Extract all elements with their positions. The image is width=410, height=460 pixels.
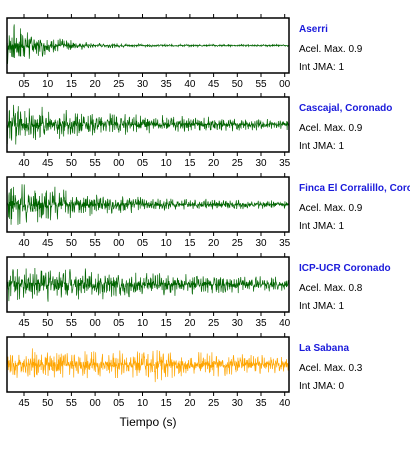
- x-tick-label: 20: [208, 238, 220, 249]
- x-tick-label: 05: [137, 238, 149, 249]
- jma-intensity-label: Int JMA: 1: [299, 221, 344, 232]
- station-name: Finca El Corralillo, Coronado: [299, 183, 410, 194]
- x-tick-label: 25: [208, 398, 220, 409]
- x-tick-label: 25: [232, 158, 244, 169]
- x-tick-label: 10: [161, 158, 173, 169]
- x-tick-label: 55: [66, 398, 78, 409]
- peak-acceleration-label: Acel. Max. 0.9: [299, 123, 363, 134]
- x-tick-label: 40: [184, 79, 196, 90]
- x-tick-label: 45: [42, 158, 54, 169]
- x-tick-label: 30: [232, 398, 244, 409]
- x-tick-label: 20: [184, 318, 196, 329]
- waveform-trace: [6, 104, 290, 145]
- station-name: Cascajal, Coronado: [299, 103, 392, 114]
- x-axis-label: Tiempo (s): [120, 415, 177, 429]
- x-tick-label: 15: [184, 238, 196, 249]
- x-tick-label: 15: [66, 79, 78, 90]
- x-tick-label: 55: [90, 238, 102, 249]
- station-name: Aserri: [299, 24, 328, 35]
- x-tick-label: 30: [137, 79, 149, 90]
- x-tick-label: 20: [208, 158, 220, 169]
- x-tick-label: 10: [137, 318, 149, 329]
- x-tick-label: 50: [66, 238, 78, 249]
- x-tick-label: 35: [161, 79, 173, 90]
- x-tick-label: 10: [161, 238, 173, 249]
- x-tick-label: 00: [113, 158, 125, 169]
- panel-frame: [6, 96, 290, 153]
- x-tick-label: 40: [279, 398, 291, 409]
- panel-frame: [6, 336, 290, 393]
- peak-acceleration-label: Acel. Max. 0.8: [299, 283, 363, 294]
- peak-acceleration-label: Acel. Max. 0.9: [299, 44, 363, 55]
- station-name: La Sabana: [299, 343, 349, 354]
- jma-intensity-label: Int JMA: 1: [299, 62, 344, 73]
- waveform-trace: [6, 267, 290, 302]
- x-tick-label: 45: [18, 398, 30, 409]
- x-tick-label: 20: [184, 398, 196, 409]
- jma-intensity-label: Int JMA: 1: [299, 141, 344, 152]
- panel-frame: [6, 17, 290, 74]
- waveform-trace: [6, 348, 290, 383]
- x-tick-label: 00: [279, 79, 291, 90]
- station-name: ICP-UCR Coronado: [299, 263, 391, 274]
- x-tick-label: 50: [232, 79, 244, 90]
- x-tick-label: 55: [255, 79, 267, 90]
- x-tick-label: 00: [90, 318, 102, 329]
- x-tick-label: 30: [232, 318, 244, 329]
- waveform-trace: [6, 184, 290, 225]
- panel-frame: [6, 176, 290, 233]
- x-tick-label: 30: [255, 238, 267, 249]
- x-tick-label: 05: [137, 158, 149, 169]
- jma-intensity-label: Int JMA: 1: [299, 301, 344, 312]
- x-tick-label: 30: [255, 158, 267, 169]
- x-tick-label: 45: [42, 238, 54, 249]
- x-tick-label: 15: [161, 318, 173, 329]
- seismogram-panel: 40 45 50 55 00 05 10 15 20 25 30 35 Finca El Corrali…: [6, 173, 410, 249]
- seismogram-panel: 05 10 15 20 25 30 35 40 45 50 55 00 Aserri Acel. Max.…: [6, 14, 363, 90]
- x-tick-label: 35: [255, 398, 267, 409]
- jma-intensity-label: Int JMA: 0: [299, 381, 344, 392]
- peak-acceleration-label: Acel. Max. 0.3: [299, 363, 363, 374]
- seismogram-panel: 45 50 55 00 05 10 15 20 25 30 35 40 La Sabana Acel. M…: [6, 333, 363, 409]
- x-tick-label: 25: [232, 238, 244, 249]
- x-tick-label: 20: [90, 79, 102, 90]
- x-tick-label: 50: [66, 158, 78, 169]
- x-tick-label: 45: [208, 79, 220, 90]
- seismogram-panel: 40 45 50 55 00 05 10 15 20 25 30 35 Cascajal, Corona…: [6, 93, 392, 169]
- x-tick-label: 10: [42, 79, 54, 90]
- panel-frame: [6, 256, 290, 313]
- x-tick-label: 40: [18, 238, 30, 249]
- x-tick-label: 35: [279, 238, 291, 249]
- x-tick-label: 40: [18, 158, 30, 169]
- seismogram-panels: 05 10 15 20 25 30 35 40 45 50 55 00 Aserri Acel. Max.…: [6, 14, 410, 409]
- x-tick-label: 55: [66, 318, 78, 329]
- x-tick-label: 05: [113, 318, 125, 329]
- x-tick-label: 00: [90, 398, 102, 409]
- x-tick-label: 05: [18, 79, 30, 90]
- x-tick-label: 10: [137, 398, 149, 409]
- x-tick-label: 55: [90, 158, 102, 169]
- x-tick-label: 35: [255, 318, 267, 329]
- x-tick-label: 15: [184, 158, 196, 169]
- x-tick-label: 05: [113, 398, 125, 409]
- x-tick-label: 25: [113, 79, 125, 90]
- x-tick-label: 45: [18, 318, 30, 329]
- x-tick-label: 25: [208, 318, 220, 329]
- peak-acceleration-label: Acel. Max. 0.9: [299, 203, 363, 214]
- x-tick-label: 50: [42, 318, 54, 329]
- x-tick-label: 50: [42, 398, 54, 409]
- x-tick-label: 40: [279, 318, 291, 329]
- x-tick-label: 35: [279, 158, 291, 169]
- x-tick-label: 15: [161, 398, 173, 409]
- x-tick-label: 00: [113, 238, 125, 249]
- waveform-trace: [6, 24, 290, 64]
- seismogram-panel: 45 50 55 00 05 10 15 20 25 30 35 40 ICP-UCR Coronado…: [6, 253, 391, 329]
